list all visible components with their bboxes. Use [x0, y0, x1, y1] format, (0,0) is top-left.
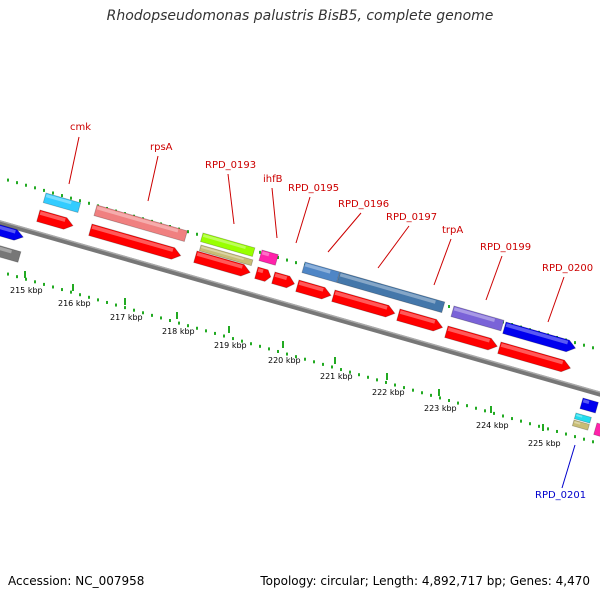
tick-label: 215 kbp: [10, 286, 43, 295]
tick-mark: [72, 284, 74, 291]
leader-line: [227, 173, 235, 225]
gene-block-left-blue[interactable]: [0, 222, 25, 242]
tick-mark: [282, 341, 284, 348]
cog-RPD_0197[interactable]: [336, 271, 446, 314]
leader-line: [147, 155, 159, 202]
cog-ihfB[interactable]: [258, 249, 279, 266]
tick-label: 218 kbp: [162, 327, 195, 336]
cds-arrow-4[interactable]: [271, 271, 296, 290]
tick-mark: [386, 373, 388, 380]
gene-label[interactable]: RPD_0195: [288, 183, 339, 194]
tick-label: 224 kbp: [476, 421, 509, 430]
gene-block-right-khaki[interactable]: [571, 419, 590, 431]
cds-arrow-2[interactable]: [193, 250, 252, 278]
cog-cmk[interactable]: [42, 192, 82, 214]
cog-RPD_0193-b[interactable]: [198, 244, 254, 267]
inner-tick-track: [7, 272, 594, 444]
genome-backbone: [0, 220, 600, 397]
cog-RPD_0196[interactable]: [301, 261, 341, 283]
gene-label[interactable]: RPD_0201: [535, 490, 586, 501]
tick-mark: [24, 271, 26, 278]
gene-label[interactable]: ihfB: [263, 174, 283, 185]
cds-arrow-0[interactable]: [36, 209, 75, 231]
cog-RPD_0199[interactable]: [450, 305, 505, 332]
tick-mark: [124, 298, 126, 305]
gene-label[interactable]: RPD_0199: [480, 242, 531, 253]
tick-mark: [176, 312, 178, 319]
leader-line: [68, 136, 80, 185]
tick-mark: [490, 406, 492, 413]
gene-label[interactable]: RPD_0200: [542, 263, 593, 274]
tick-label: 225 kbp: [528, 439, 561, 448]
tick-label: 222 kbp: [372, 388, 405, 397]
gene-block-right-blue[interactable]: [579, 397, 599, 414]
tick-mark: [228, 326, 230, 333]
leader-line: [547, 276, 565, 323]
tick-mark: [334, 357, 336, 364]
cds-arrow-7[interactable]: [396, 308, 445, 333]
leader-line: [295, 196, 311, 244]
outer-tick-track: [7, 178, 594, 350]
cog-RPD_0200[interactable]: [502, 321, 577, 354]
cog-RPD_0193-a[interactable]: [200, 232, 256, 258]
tick-label: 220 kbp: [268, 356, 301, 365]
leader-line: [561, 444, 576, 489]
accession-text: Accession: NC_007958: [8, 574, 145, 588]
gene-block-right-cyan[interactable]: [573, 412, 592, 424]
tick-label: 216 kbp: [58, 299, 91, 308]
cds-arrow-1[interactable]: [88, 223, 183, 261]
leader-line: [433, 238, 452, 286]
gene-label[interactable]: rpsA: [150, 142, 173, 153]
tick-label: 221 kbp: [320, 372, 353, 381]
leader-line: [377, 225, 410, 269]
tick-label: 223 kbp: [424, 404, 457, 413]
gene-label[interactable]: cmk: [70, 122, 91, 133]
gene-label[interactable]: RPD_0196: [338, 199, 389, 210]
genome-backbone-highlight: [0, 220, 600, 393]
tick-label: 217 kbp: [110, 313, 143, 322]
tick-mark: [438, 389, 440, 396]
gene-block-left-gray[interactable]: [0, 243, 22, 263]
gene-block-right-pink[interactable]: [593, 422, 600, 438]
cds-arrow-5[interactable]: [295, 279, 333, 301]
cds-arrow-3[interactable]: [254, 266, 273, 283]
cog-rpsA[interactable]: [93, 204, 188, 242]
leader-line: [485, 255, 503, 301]
leader-line: [327, 212, 362, 253]
cds-arrow-8[interactable]: [444, 325, 499, 352]
gene-label[interactable]: trpA: [442, 225, 463, 236]
leader-line: [271, 187, 278, 239]
tick-label: 219 kbp: [214, 341, 247, 350]
genome-summary: Topology: circular; Length: 4,892,717 bp…: [260, 574, 590, 588]
map-title: Rhodopseudomonas palustris BisB5, comple…: [106, 8, 494, 24]
tick-mark: [542, 424, 544, 431]
cds-arrow-9[interactable]: [497, 341, 572, 374]
gene-label[interactable]: RPD_0197: [386, 212, 437, 223]
cds-arrow-6[interactable]: [331, 289, 397, 319]
gene-label[interactable]: RPD_0193: [205, 160, 256, 171]
